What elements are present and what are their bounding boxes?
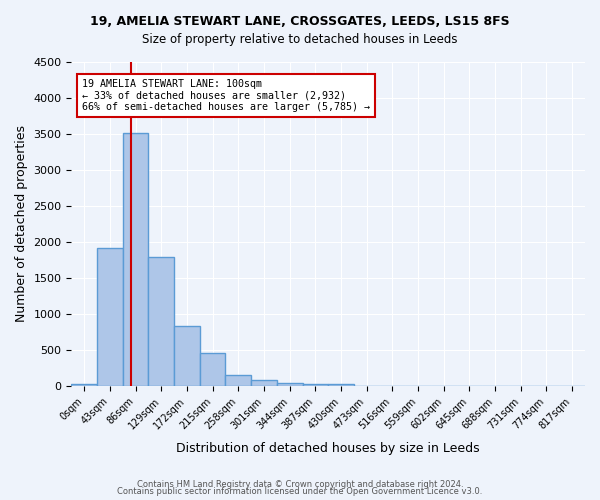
Text: Size of property relative to detached houses in Leeds: Size of property relative to detached ho… <box>142 32 458 46</box>
Bar <box>328 384 354 386</box>
X-axis label: Distribution of detached houses by size in Leeds: Distribution of detached houses by size … <box>176 442 480 455</box>
Bar <box>302 384 328 386</box>
Bar <box>148 257 174 386</box>
Bar <box>226 375 251 386</box>
Text: Contains public sector information licensed under the Open Government Licence v3: Contains public sector information licen… <box>118 487 482 496</box>
Bar <box>200 354 226 386</box>
Text: Contains HM Land Registry data © Crown copyright and database right 2024.: Contains HM Land Registry data © Crown c… <box>137 480 463 489</box>
Bar <box>123 133 148 386</box>
Bar <box>71 384 97 386</box>
Bar <box>251 380 277 386</box>
Text: 19 AMELIA STEWART LANE: 100sqm
← 33% of detached houses are smaller (2,932)
66% : 19 AMELIA STEWART LANE: 100sqm ← 33% of … <box>82 79 370 112</box>
Bar <box>174 326 200 386</box>
Y-axis label: Number of detached properties: Number of detached properties <box>15 126 28 322</box>
Bar <box>97 248 123 386</box>
Text: 19, AMELIA STEWART LANE, CROSSGATES, LEEDS, LS15 8FS: 19, AMELIA STEWART LANE, CROSSGATES, LEE… <box>90 15 510 28</box>
Bar <box>277 382 302 386</box>
